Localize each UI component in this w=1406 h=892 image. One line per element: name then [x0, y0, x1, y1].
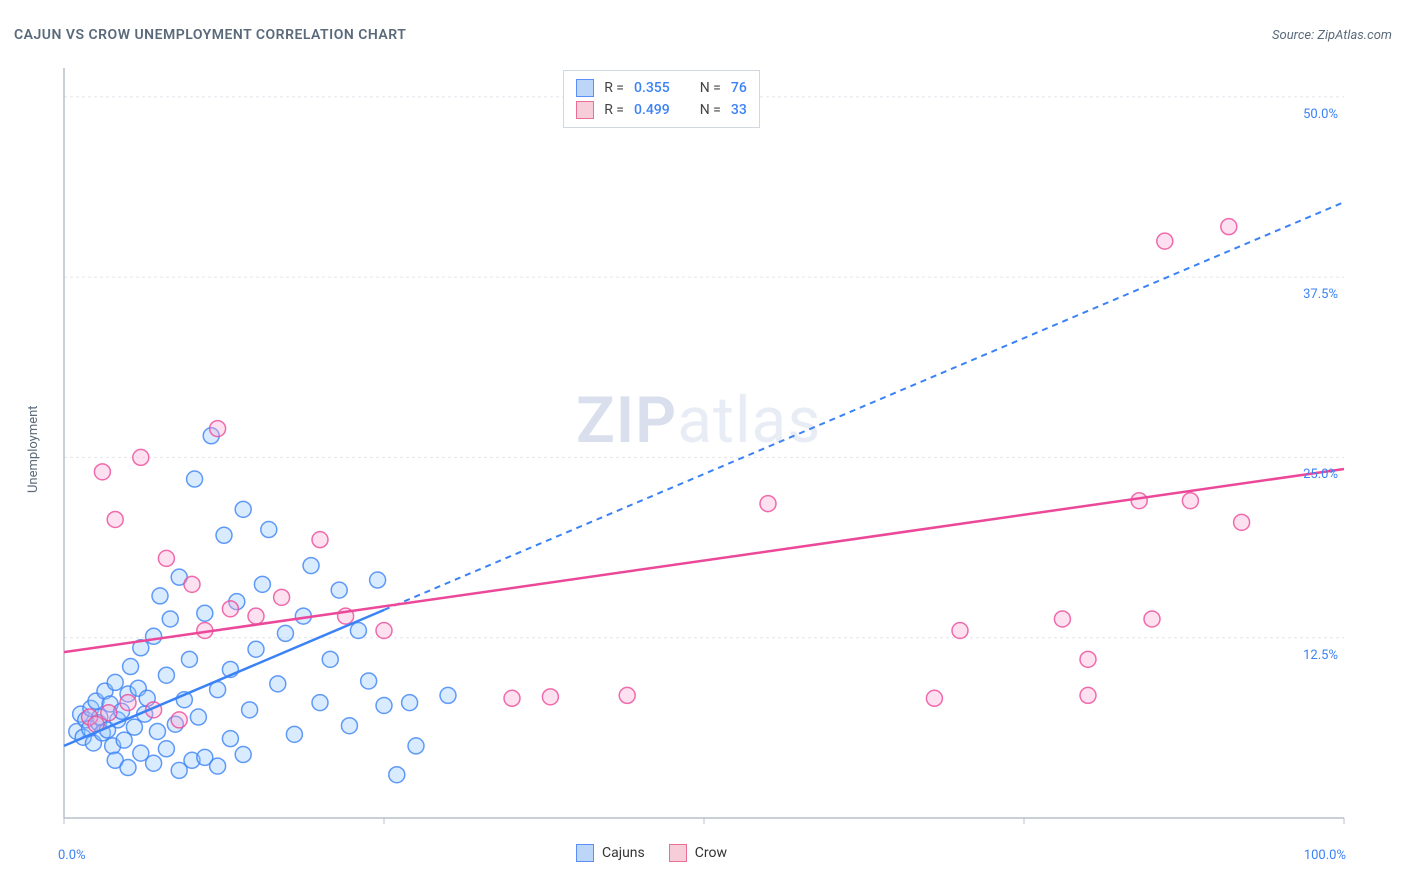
y-tick-label: 50.0%	[1303, 107, 1338, 122]
chart-title: CAJUN VS CROW UNEMPLOYMENT CORRELATION C…	[14, 27, 406, 43]
legend-swatch	[576, 101, 594, 119]
legend-r-label: R =	[604, 102, 624, 118]
legend-n-value: 76	[731, 80, 747, 96]
legend-stat-row: R = 0.499 N = 33	[576, 99, 747, 121]
y-tick-label: 37.5%	[1303, 287, 1338, 302]
legend-item: Crow	[669, 844, 727, 862]
legend-r-value: 0.499	[634, 102, 670, 118]
legend-r-value: 0.355	[634, 80, 670, 96]
x-tick-label: 100.0%	[1304, 848, 1346, 863]
y-axis-label: Unemployment	[26, 405, 41, 493]
legend-swatch	[576, 79, 594, 97]
correlation-legend: R = 0.355 N = 76 R = 0.499 N = 33	[563, 70, 760, 128]
legend-n-label: N =	[700, 80, 721, 96]
legend-label: Crow	[695, 845, 727, 861]
legend-swatch	[669, 844, 687, 862]
chart-area: Unemployment ZIPatlas R =0.355N =76R =0.…	[14, 60, 1392, 878]
y-tick-label: 12.5%	[1303, 648, 1338, 663]
scatter-plot-svg	[14, 60, 1392, 878]
legend-n-value: 33	[731, 102, 747, 118]
legend-n-label: N =	[700, 102, 721, 118]
chart-source: Source: ZipAtlas.com	[1272, 28, 1392, 43]
legend-r-label: R =	[604, 80, 624, 96]
x-tick-label: 0.0%	[58, 848, 86, 863]
series-legend: Cajuns Crow	[576, 844, 727, 862]
legend-label: Cajuns	[602, 845, 645, 861]
y-tick-label: 25.0%	[1303, 467, 1338, 482]
legend-item: Cajuns	[576, 844, 645, 862]
legend-stat-row: R = 0.355 N = 76	[576, 77, 747, 99]
legend-swatch	[576, 844, 594, 862]
